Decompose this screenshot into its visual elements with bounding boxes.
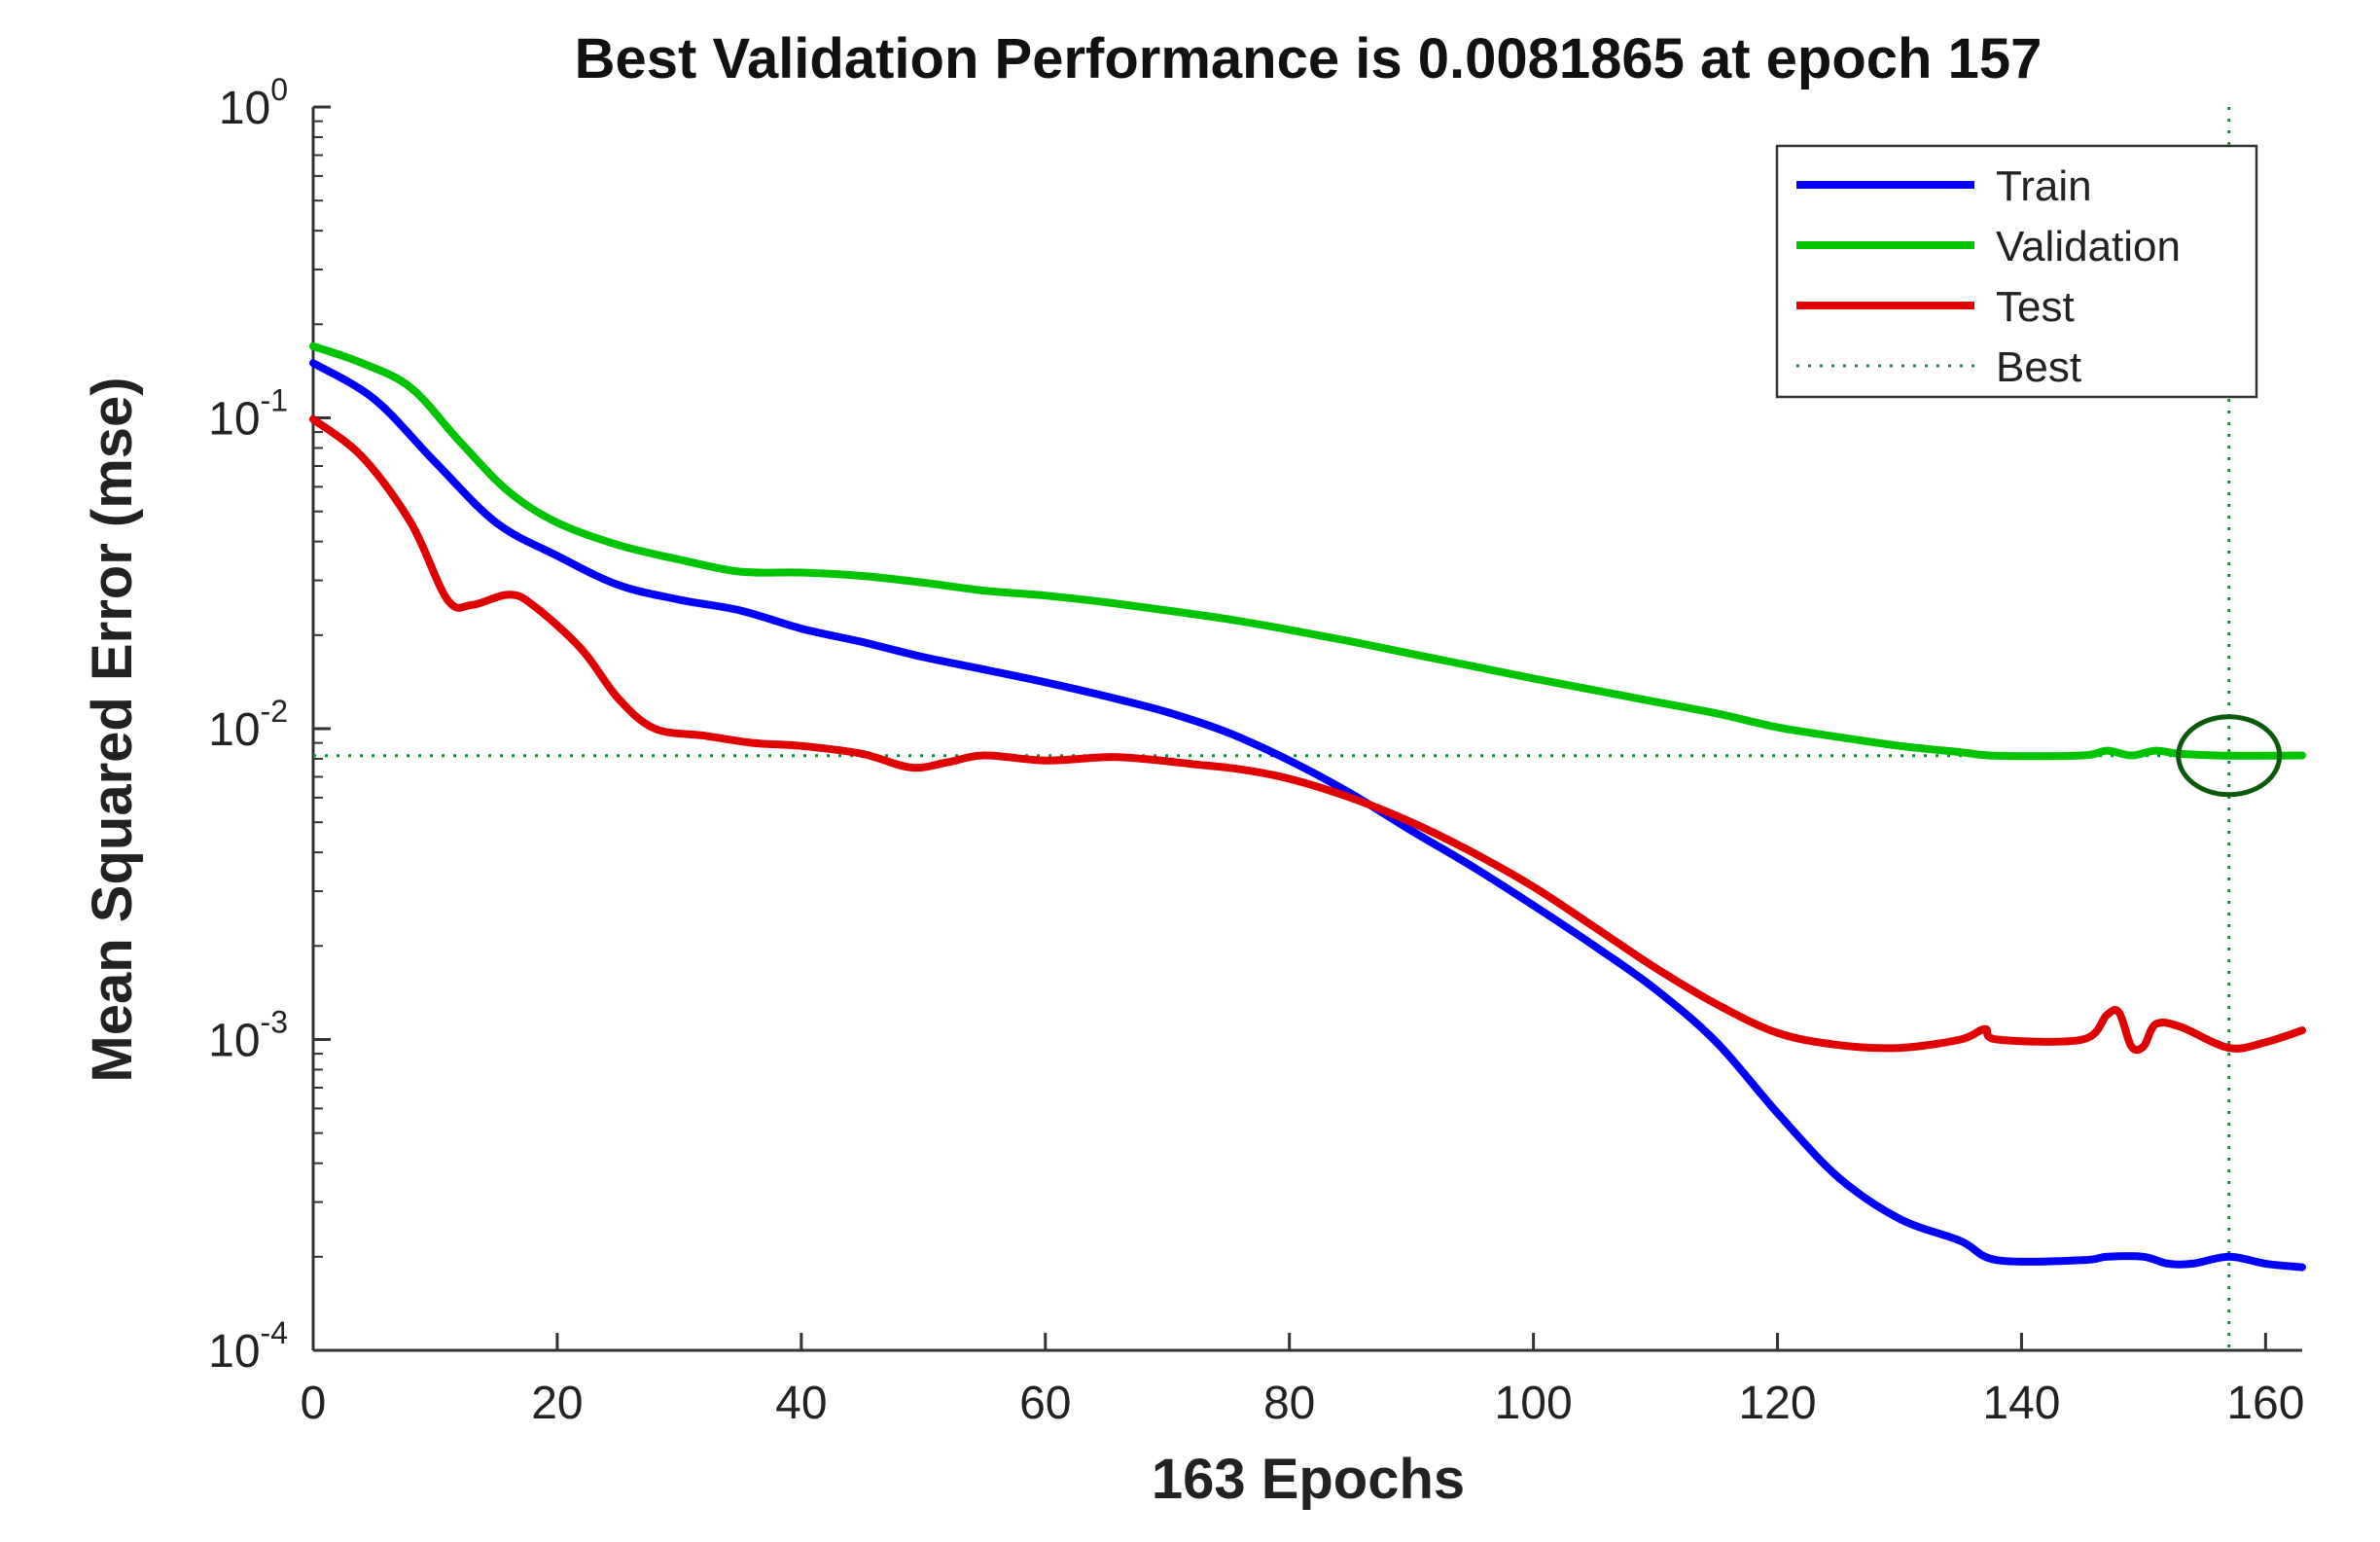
y-tick-exponent: -1 — [261, 383, 288, 418]
y-tick-base: 10 — [208, 704, 260, 756]
y-tick-base: 10 — [208, 1326, 260, 1378]
legend-label-test: Test — [1996, 283, 2075, 331]
y-tick-base: 10 — [208, 1016, 260, 1067]
best-circle — [2176, 714, 2283, 798]
x-tick-label: 60 — [1019, 1378, 1071, 1429]
series-line-train — [309, 359, 2306, 1272]
x-tick-label: 0 — [301, 1378, 327, 1429]
legend-label-validation: Validation — [1996, 223, 2181, 270]
x-tick-label: 160 — [2226, 1378, 2304, 1429]
legend: Train Validation Test Best — [1775, 144, 2258, 399]
x-tick-label: 20 — [531, 1378, 583, 1429]
y-tick-label: 10-4 — [208, 1315, 288, 1378]
y-tick-label: 10-2 — [208, 694, 288, 756]
series-line-validation — [309, 341, 2306, 761]
series-lines — [309, 341, 2306, 1272]
y-axis-label: Mean Squared Error (mse) — [81, 377, 144, 1082]
y-tick-exponent: -3 — [261, 1005, 288, 1040]
chart-title: Best Validation Performance is 0.0081865… — [575, 27, 2043, 90]
x-axis-label: 163 Epochs — [1152, 1448, 1465, 1511]
y-tick-label: 10-3 — [208, 1005, 288, 1067]
x-tick-label: 40 — [775, 1378, 827, 1429]
y-tick-exponent: -2 — [261, 694, 288, 729]
y-tick-base: 10 — [208, 394, 260, 446]
x-tick-label: 80 — [1263, 1378, 1315, 1429]
x-tick-label: 100 — [1495, 1378, 1573, 1429]
y-tick-base: 10 — [219, 83, 270, 134]
legend-items: Train Validation Test Best — [1796, 162, 2181, 391]
y-tick-exponent: 0 — [270, 72, 288, 107]
x-tick-label: 120 — [1738, 1378, 1816, 1429]
y-tick-label: 10-1 — [208, 383, 288, 446]
legend-label-train: Train — [1996, 162, 2092, 210]
legend-label-best: Best — [1996, 343, 2081, 391]
series-line-test — [309, 414, 2306, 1055]
x-tick-label: 140 — [1982, 1378, 2060, 1429]
best-marker — [2176, 714, 2283, 798]
y-tick-exponent: -4 — [261, 1315, 288, 1350]
y-tick-label: 100 — [219, 72, 288, 134]
